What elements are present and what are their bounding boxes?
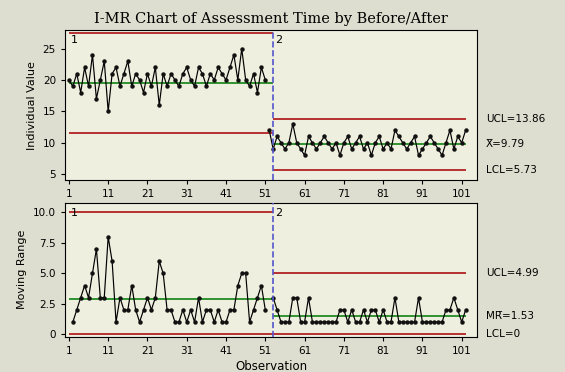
Text: 2: 2 [275,208,282,218]
Y-axis label: Moving Range: Moving Range [18,230,27,310]
Text: LCL=0: LCL=0 [486,329,520,339]
Text: 1: 1 [71,35,78,45]
Text: 1: 1 [71,208,78,218]
Text: MR̅=1.53: MR̅=1.53 [486,311,534,321]
Text: UCL=4.99: UCL=4.99 [486,269,538,279]
Text: UCL=13.86: UCL=13.86 [486,113,545,124]
Text: X̅=9.79: X̅=9.79 [486,139,525,149]
Y-axis label: Individual Value: Individual Value [27,61,37,150]
Title: I-MR Chart of Assessment Time by Before/After: I-MR Chart of Assessment Time by Before/… [94,12,448,26]
Text: LCL=5.73: LCL=5.73 [486,164,537,174]
X-axis label: Observation: Observation [235,360,307,372]
X-axis label: Observation: Observation [235,203,307,217]
Text: 2: 2 [275,35,282,45]
